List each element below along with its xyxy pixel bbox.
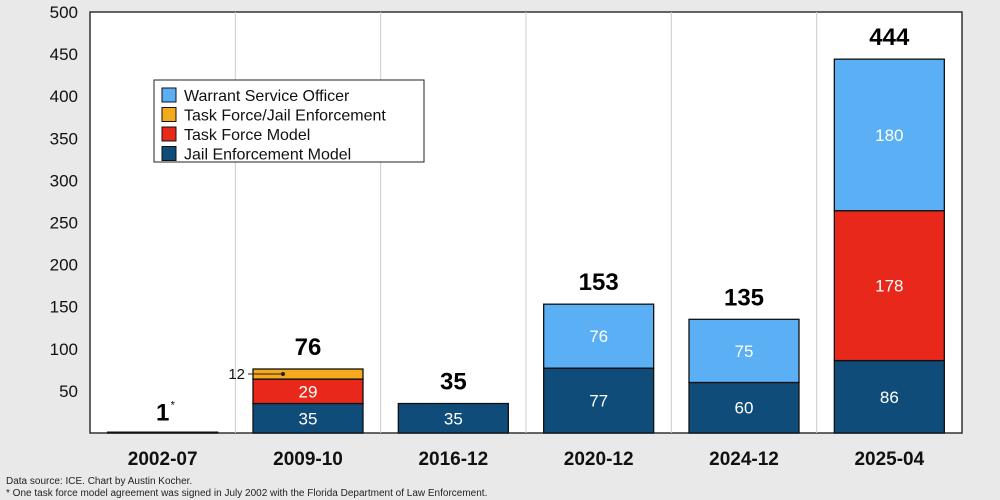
segment-value-label: 76 [589,327,608,346]
y-tick-label: 200 [50,256,78,275]
legend-swatch [161,107,177,122]
legend-swatch [161,87,177,103]
bar-segment [252,402,364,434]
x-category-label: 2025-04 [854,449,924,470]
legend-swatch [161,126,177,142]
bar-segment [397,402,509,434]
legend: Warrant Service Officer Task Force/Jail E… [153,79,425,164]
y-tick-label: 500 [50,3,78,22]
data-labels: 35 29 35 77 76 60 75 86 178 180 12 1 * 76 35 153 135 444 [156,24,910,428]
segment-value-label: 35 [299,409,318,428]
segment-value-label: 60 [735,399,754,418]
y-tick-label: 350 [50,129,78,148]
y-tick-label: 300 [50,171,78,190]
bar-total-label: 1 [156,400,169,427]
asterisk-mark: * [171,400,176,412]
segment-value-label: 180 [875,126,903,145]
x-category-label: 2016-12 [418,449,488,470]
x-axis-categories: 2002-07 2009-10 2016-12 2020-12 2024-12 2025-… [128,449,925,470]
callout-value-label: 12 [228,366,245,383]
segment-value-label: 35 [444,409,463,428]
y-tick-label: 50 [59,382,78,401]
bar-total-label: 135 [724,284,764,311]
bar-segment [688,381,800,434]
legend-entry: Jail Enforcement Model [184,147,351,164]
bar-segment [688,318,800,384]
bar-total-label: 76 [295,334,322,361]
y-tick-label: 100 [50,340,78,359]
x-category-label: 2020-12 [564,449,634,470]
bar-segment [543,303,655,369]
callout-dot [281,372,285,377]
footnote-source: Data source: ICE. Chart by Austin Kocher… [6,476,192,487]
x-category-label: 2002-07 [128,449,198,470]
footnote-asterisk: * One task force model agreement was sig… [6,488,487,499]
x-category-label: 2024-12 [709,449,779,470]
x-category-label: 2009-10 [273,449,343,470]
bar-total-label: 444 [869,24,910,51]
y-tick-label: 400 [50,87,78,106]
legend-box [153,79,425,163]
segment-value-label: 178 [875,277,903,296]
legend-entry: Task Force/Jail Enforcement [184,108,386,125]
bar-segment [252,378,364,405]
y-axis-ticks: 50 100 150 200 250 300 350 400 450 500 [50,3,78,401]
segment-value-label: 75 [735,342,754,361]
bar-total-label: 35 [440,369,467,396]
segment-value-label: 29 [299,382,318,401]
y-tick-label: 250 [50,214,78,233]
y-tick-label: 450 [50,45,78,64]
y-tick-label: 150 [50,298,78,317]
legend-entry: Warrant Service Officer [184,88,350,105]
bar-segment [107,431,219,434]
bar-segment [543,367,655,434]
segment-value-label: 77 [589,392,608,411]
bar-segment [833,210,945,362]
bar-total-label: 153 [579,269,619,296]
bar-segment [833,58,945,212]
segment-value-label: 86 [880,388,899,407]
legend-swatch [161,146,177,161]
legend-entry: Task Force Model [184,127,310,144]
bars [107,58,945,434]
